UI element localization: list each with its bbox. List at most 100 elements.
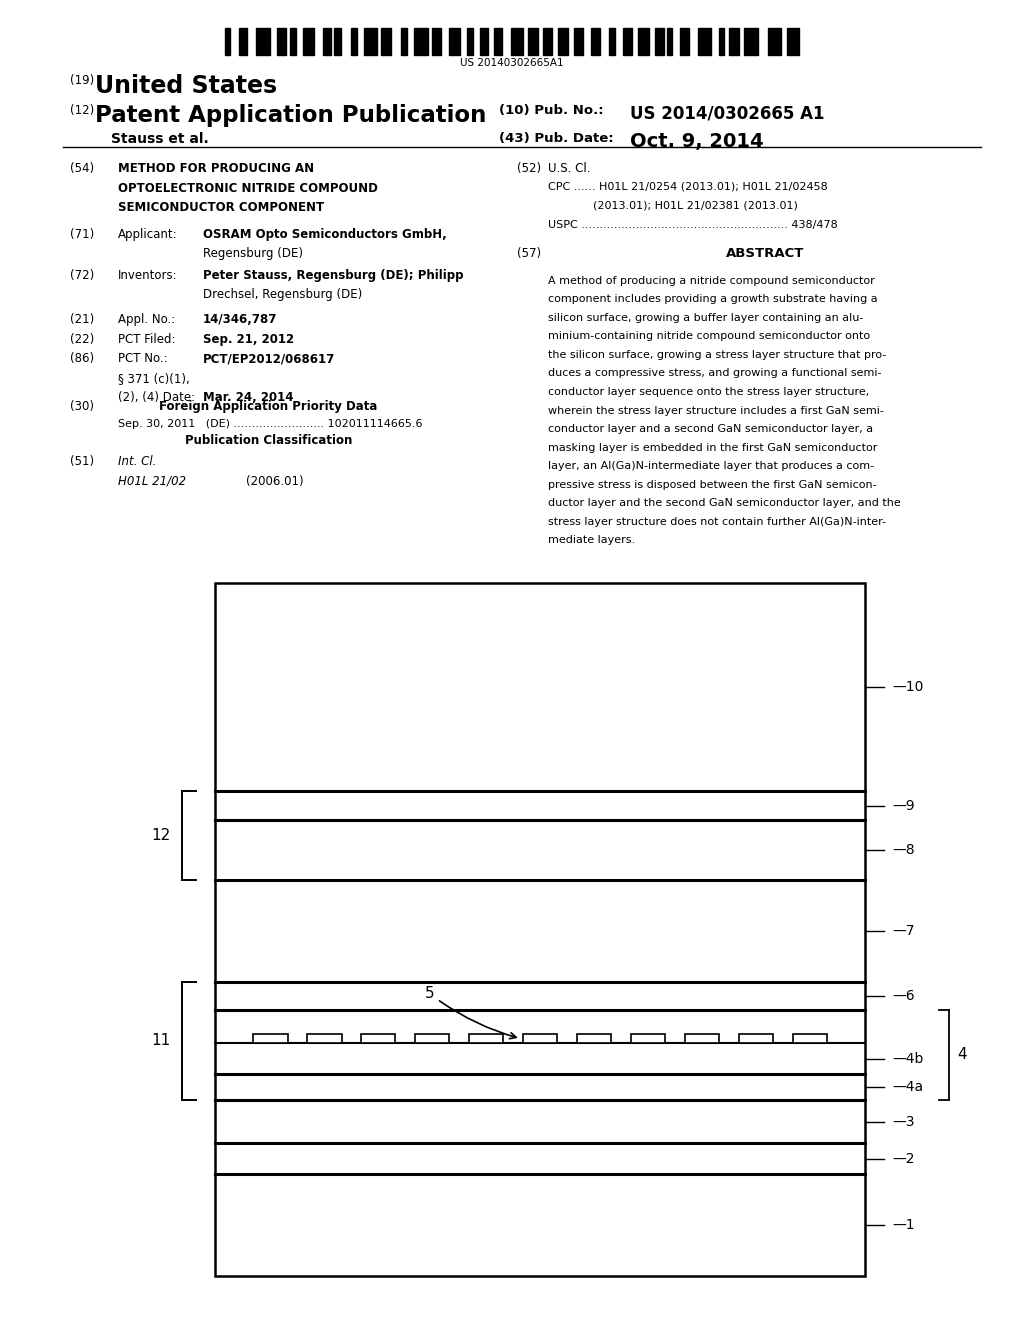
Bar <box>225 28 230 54</box>
Text: 4: 4 <box>957 1047 967 1063</box>
Text: —6: —6 <box>892 989 914 1003</box>
Bar <box>609 28 615 54</box>
Text: pressive stress is disposed between the first GaN semicon-: pressive stress is disposed between the … <box>548 479 877 490</box>
Text: US 20140302665A1: US 20140302665A1 <box>460 58 564 69</box>
Text: masking layer is embedded in the first GaN semiconductor: masking layer is embedded in the first G… <box>548 442 878 453</box>
Text: Sep. 21, 2012: Sep. 21, 2012 <box>203 333 294 346</box>
Text: (22): (22) <box>70 333 94 346</box>
Text: wherein the stress layer structure includes a first GaN semi-: wherein the stress layer structure inclu… <box>548 405 884 416</box>
Text: conductor layer and a second GaN semiconductor layer, a: conductor layer and a second GaN semicon… <box>548 424 873 434</box>
Text: Appl. No.:: Appl. No.: <box>118 313 175 326</box>
Text: SEMICONDUCTOR COMPONENT: SEMICONDUCTOR COMPONENT <box>118 201 324 214</box>
Text: —1: —1 <box>892 1218 914 1232</box>
Bar <box>523 1034 557 1043</box>
Text: (43) Pub. Date:: (43) Pub. Date: <box>499 132 613 145</box>
Text: 14/346,787: 14/346,787 <box>203 313 278 326</box>
Text: Oct. 9, 2014: Oct. 9, 2014 <box>630 132 763 150</box>
Bar <box>793 1034 827 1043</box>
Bar <box>624 28 632 54</box>
Bar <box>467 28 473 54</box>
Text: CPC ...... H01L 21/0254 (2013.01); H01L 21/02458: CPC ...... H01L 21/0254 (2013.01); H01L … <box>548 181 827 191</box>
Bar <box>787 28 799 54</box>
Bar <box>720 28 724 54</box>
Text: Inventors:: Inventors: <box>118 269 177 282</box>
Text: Mar. 24, 2014: Mar. 24, 2014 <box>203 391 293 404</box>
Text: Foreign Application Priority Data: Foreign Application Priority Data <box>159 400 378 413</box>
Text: (51): (51) <box>70 455 94 469</box>
Bar <box>655 28 664 54</box>
Text: ABSTRACT: ABSTRACT <box>726 247 804 260</box>
Bar <box>364 28 377 54</box>
Bar <box>450 28 461 54</box>
Text: Drechsel, Regensburg (DE): Drechsel, Regensburg (DE) <box>203 288 362 301</box>
Text: 12: 12 <box>152 828 171 843</box>
Text: component includes providing a growth substrate having a: component includes providing a growth su… <box>548 294 878 304</box>
Bar <box>511 28 523 54</box>
Text: OPTOELECTRONIC NITRIDE COMPOUND: OPTOELECTRONIC NITRIDE COMPOUND <box>118 181 378 194</box>
Bar <box>469 1034 504 1043</box>
Bar <box>729 28 739 54</box>
Text: METHOD FOR PRODUCING AN: METHOD FOR PRODUCING AN <box>118 162 314 176</box>
Bar <box>239 28 248 54</box>
Text: (2006.01): (2006.01) <box>246 474 303 487</box>
Text: (19): (19) <box>70 74 94 87</box>
Text: Applicant:: Applicant: <box>118 228 177 242</box>
Text: 5: 5 <box>425 986 516 1039</box>
Text: United States: United States <box>95 74 278 98</box>
Text: (2013.01); H01L 21/02381 (2013.01): (2013.01); H01L 21/02381 (2013.01) <box>593 201 798 211</box>
Bar <box>307 1034 342 1043</box>
Bar <box>335 28 341 54</box>
Bar <box>738 1034 773 1043</box>
Text: (72): (72) <box>70 269 94 282</box>
Text: Stauss et al.: Stauss et al. <box>111 132 208 147</box>
Text: USPC ......................................................... 438/478: USPC ...................................… <box>548 219 838 230</box>
Bar <box>276 28 286 54</box>
Text: (52): (52) <box>517 162 542 176</box>
Text: Regensburg (DE): Regensburg (DE) <box>203 248 303 260</box>
Text: (86): (86) <box>70 352 94 366</box>
Bar <box>558 28 568 54</box>
Text: minium-containing nitride compound semiconductor onto: minium-containing nitride compound semic… <box>548 331 870 342</box>
Bar <box>744 28 758 54</box>
Text: mediate layers.: mediate layers. <box>548 536 635 545</box>
Text: —9: —9 <box>892 799 914 813</box>
Text: —4a: —4a <box>892 1080 923 1094</box>
Bar <box>351 28 357 54</box>
Bar <box>415 1034 450 1043</box>
Text: layer, an Al(Ga)N-intermediate layer that produces a com-: layer, an Al(Ga)N-intermediate layer tha… <box>548 461 873 471</box>
Text: OSRAM Opto Semiconductors GmbH,: OSRAM Opto Semiconductors GmbH, <box>203 228 446 242</box>
Bar <box>638 28 648 54</box>
Bar <box>479 28 487 54</box>
Bar <box>667 28 672 54</box>
Text: duces a compressive stress, and growing a functional semi-: duces a compressive stress, and growing … <box>548 368 882 379</box>
Text: PCT Filed:: PCT Filed: <box>118 333 175 346</box>
Text: (21): (21) <box>70 313 94 326</box>
Bar <box>544 28 552 54</box>
Bar <box>768 28 781 54</box>
Bar <box>685 1034 719 1043</box>
Text: PCT/EP2012/068617: PCT/EP2012/068617 <box>203 352 335 366</box>
Bar <box>591 28 599 54</box>
Text: PCT No.:: PCT No.: <box>118 352 167 366</box>
Text: A method of producing a nitride compound semiconductor: A method of producing a nitride compound… <box>548 276 874 285</box>
Text: —2: —2 <box>892 1151 914 1166</box>
Bar <box>381 28 391 54</box>
Text: US 2014/0302665 A1: US 2014/0302665 A1 <box>630 104 824 123</box>
Text: (71): (71) <box>70 228 94 242</box>
Bar <box>400 28 408 54</box>
Text: the silicon surface, growing a stress layer structure that pro-: the silicon surface, growing a stress la… <box>548 350 886 360</box>
Text: Sep. 30, 2011   (DE) ......................... 102011114665.6: Sep. 30, 2011 (DE) .....................… <box>118 420 422 429</box>
Bar <box>697 28 712 54</box>
Text: (57): (57) <box>517 247 542 260</box>
Bar <box>574 28 583 54</box>
Bar <box>631 1034 666 1043</box>
Bar <box>680 28 689 54</box>
Bar <box>431 28 441 54</box>
Text: (2), (4) Date:: (2), (4) Date: <box>118 391 195 404</box>
Bar <box>290 28 296 54</box>
Bar <box>256 28 269 54</box>
Text: Publication Classification: Publication Classification <box>184 434 352 447</box>
Text: (12): (12) <box>70 104 94 117</box>
Text: H01L 21/02: H01L 21/02 <box>118 474 186 487</box>
Text: 11: 11 <box>152 1034 171 1048</box>
